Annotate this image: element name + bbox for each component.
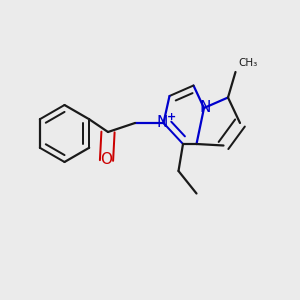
Text: O: O <box>100 152 112 166</box>
Text: CH₃: CH₃ <box>238 58 258 68</box>
Text: N: N <box>156 115 168 130</box>
Text: N: N <box>200 100 211 115</box>
Text: +: + <box>167 112 176 122</box>
